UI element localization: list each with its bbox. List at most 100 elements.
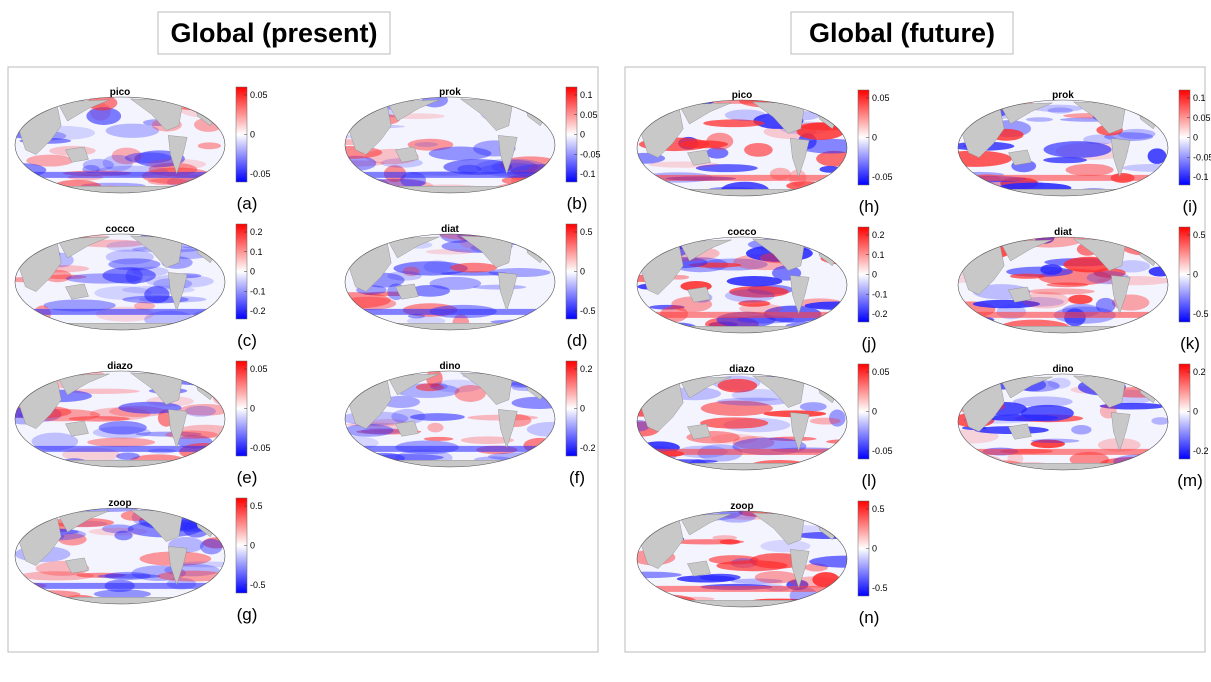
map bbox=[940, 374, 1184, 477]
anomaly bbox=[642, 459, 717, 463]
colorbar-tick-label: 0 bbox=[580, 130, 585, 140]
anomaly bbox=[200, 539, 223, 554]
colorbar-tick-label: -0.1 bbox=[250, 286, 266, 296]
anomaly bbox=[1125, 191, 1146, 195]
anomaly bbox=[951, 98, 988, 104]
anomaly bbox=[174, 96, 244, 103]
anomaly bbox=[1126, 185, 1168, 197]
map-panel: cocco0.20.10-0.1-0.2(j) bbox=[627, 227, 888, 353]
anomaly bbox=[1047, 282, 1089, 287]
band bbox=[15, 583, 225, 589]
panel-title: pico bbox=[732, 90, 753, 101]
anomaly bbox=[744, 143, 773, 157]
anomaly bbox=[793, 599, 832, 610]
colorbar-tick-label: 0.5 bbox=[250, 501, 263, 511]
map-panel: zoop0.50-0.5(g) bbox=[0, 498, 266, 624]
panel-title: diazo bbox=[729, 364, 755, 375]
anomaly bbox=[651, 462, 681, 473]
map bbox=[624, 94, 875, 200]
section-title: Global (present) bbox=[170, 18, 377, 48]
anomaly bbox=[430, 383, 448, 390]
colorbar-tick-label: 0.2 bbox=[250, 227, 263, 237]
panel-title: diazo bbox=[107, 361, 133, 372]
anomaly bbox=[615, 446, 661, 462]
anomaly bbox=[813, 505, 863, 520]
colorbar-tick-label: 0.1 bbox=[250, 247, 263, 257]
colorbar-tick-label: 0.1 bbox=[1193, 93, 1206, 103]
band bbox=[637, 586, 847, 592]
anomaly bbox=[1066, 164, 1114, 176]
colorbar-tick-label: 0.5 bbox=[872, 504, 885, 514]
panel-title: prok bbox=[1052, 90, 1074, 101]
map bbox=[323, 368, 579, 472]
land bbox=[658, 189, 826, 196]
colorbar-tick-label: 0.5 bbox=[1193, 230, 1206, 240]
anomaly bbox=[19, 571, 94, 580]
anomaly bbox=[99, 421, 147, 435]
anomaly bbox=[610, 509, 671, 526]
map-panel: diat0.50-0.5(k) bbox=[933, 227, 1209, 353]
colorbar-tick-label: -0.2 bbox=[580, 443, 596, 453]
colorbar-tick-label: -0.5 bbox=[872, 583, 888, 593]
panel-title: cocco bbox=[728, 227, 757, 238]
anomaly bbox=[725, 289, 775, 302]
anomaly bbox=[706, 133, 733, 150]
band bbox=[637, 312, 847, 318]
anomaly bbox=[387, 271, 422, 280]
panel-title: zoop bbox=[108, 498, 131, 509]
panel-label: (h) bbox=[859, 197, 880, 216]
anomaly bbox=[27, 459, 68, 470]
panel-label: (c) bbox=[237, 331, 257, 350]
colorbar-tick-label: -0.5 bbox=[1193, 309, 1209, 319]
map bbox=[610, 504, 885, 611]
map bbox=[0, 95, 244, 199]
band bbox=[958, 449, 1168, 455]
colorbar-tick-label: 0 bbox=[872, 270, 877, 280]
panel-title: pico bbox=[110, 87, 131, 98]
map bbox=[315, 93, 585, 196]
land bbox=[366, 186, 534, 193]
anomaly bbox=[815, 458, 834, 472]
colorbar-tick-label: 0.1 bbox=[872, 250, 885, 260]
anomaly bbox=[155, 366, 215, 376]
anomaly bbox=[493, 183, 557, 196]
figure: Global (present) Global (future) pico0.0… bbox=[0, 0, 1211, 677]
anomaly bbox=[637, 177, 653, 189]
band bbox=[15, 309, 225, 315]
anomaly bbox=[1048, 378, 1071, 389]
anomaly bbox=[145, 369, 192, 374]
land bbox=[366, 460, 534, 467]
anomaly bbox=[950, 239, 982, 248]
map-panel: zoop0.50-0.5(n) bbox=[610, 501, 888, 627]
anomaly bbox=[424, 260, 452, 273]
land bbox=[36, 597, 204, 604]
panel-label: (m) bbox=[1177, 471, 1202, 490]
colorbar-tick-label: -0.2 bbox=[250, 306, 266, 316]
colorbar-tick-label: 0 bbox=[1193, 270, 1198, 280]
anomaly bbox=[727, 276, 783, 286]
colorbar-tick-label: 0 bbox=[1193, 407, 1198, 417]
anomaly bbox=[426, 249, 474, 254]
panel-title: cocco bbox=[106, 224, 135, 235]
anomaly bbox=[810, 418, 841, 425]
anomaly bbox=[424, 437, 454, 441]
colorbar-tick-label: 0.05 bbox=[1193, 113, 1211, 123]
colorbar-tick-label: 0 bbox=[1193, 133, 1198, 143]
map-panel: dino0.20-0.2(m) bbox=[940, 364, 1208, 490]
anomaly bbox=[157, 571, 228, 582]
colorbar-tick-label: -0.2 bbox=[1193, 446, 1209, 456]
anomaly bbox=[340, 98, 393, 105]
anomaly bbox=[87, 438, 155, 447]
anomaly bbox=[703, 119, 764, 127]
land bbox=[979, 326, 1147, 333]
anomaly bbox=[820, 166, 840, 173]
land bbox=[36, 323, 204, 330]
colorbar-tick-label: 0 bbox=[250, 541, 255, 551]
anomaly bbox=[633, 106, 668, 114]
anomaly bbox=[450, 263, 497, 273]
panel-label: (d) bbox=[567, 331, 588, 350]
anomaly bbox=[800, 402, 827, 411]
anomaly bbox=[430, 277, 482, 290]
colorbar-tick-label: -0.1 bbox=[872, 289, 888, 299]
